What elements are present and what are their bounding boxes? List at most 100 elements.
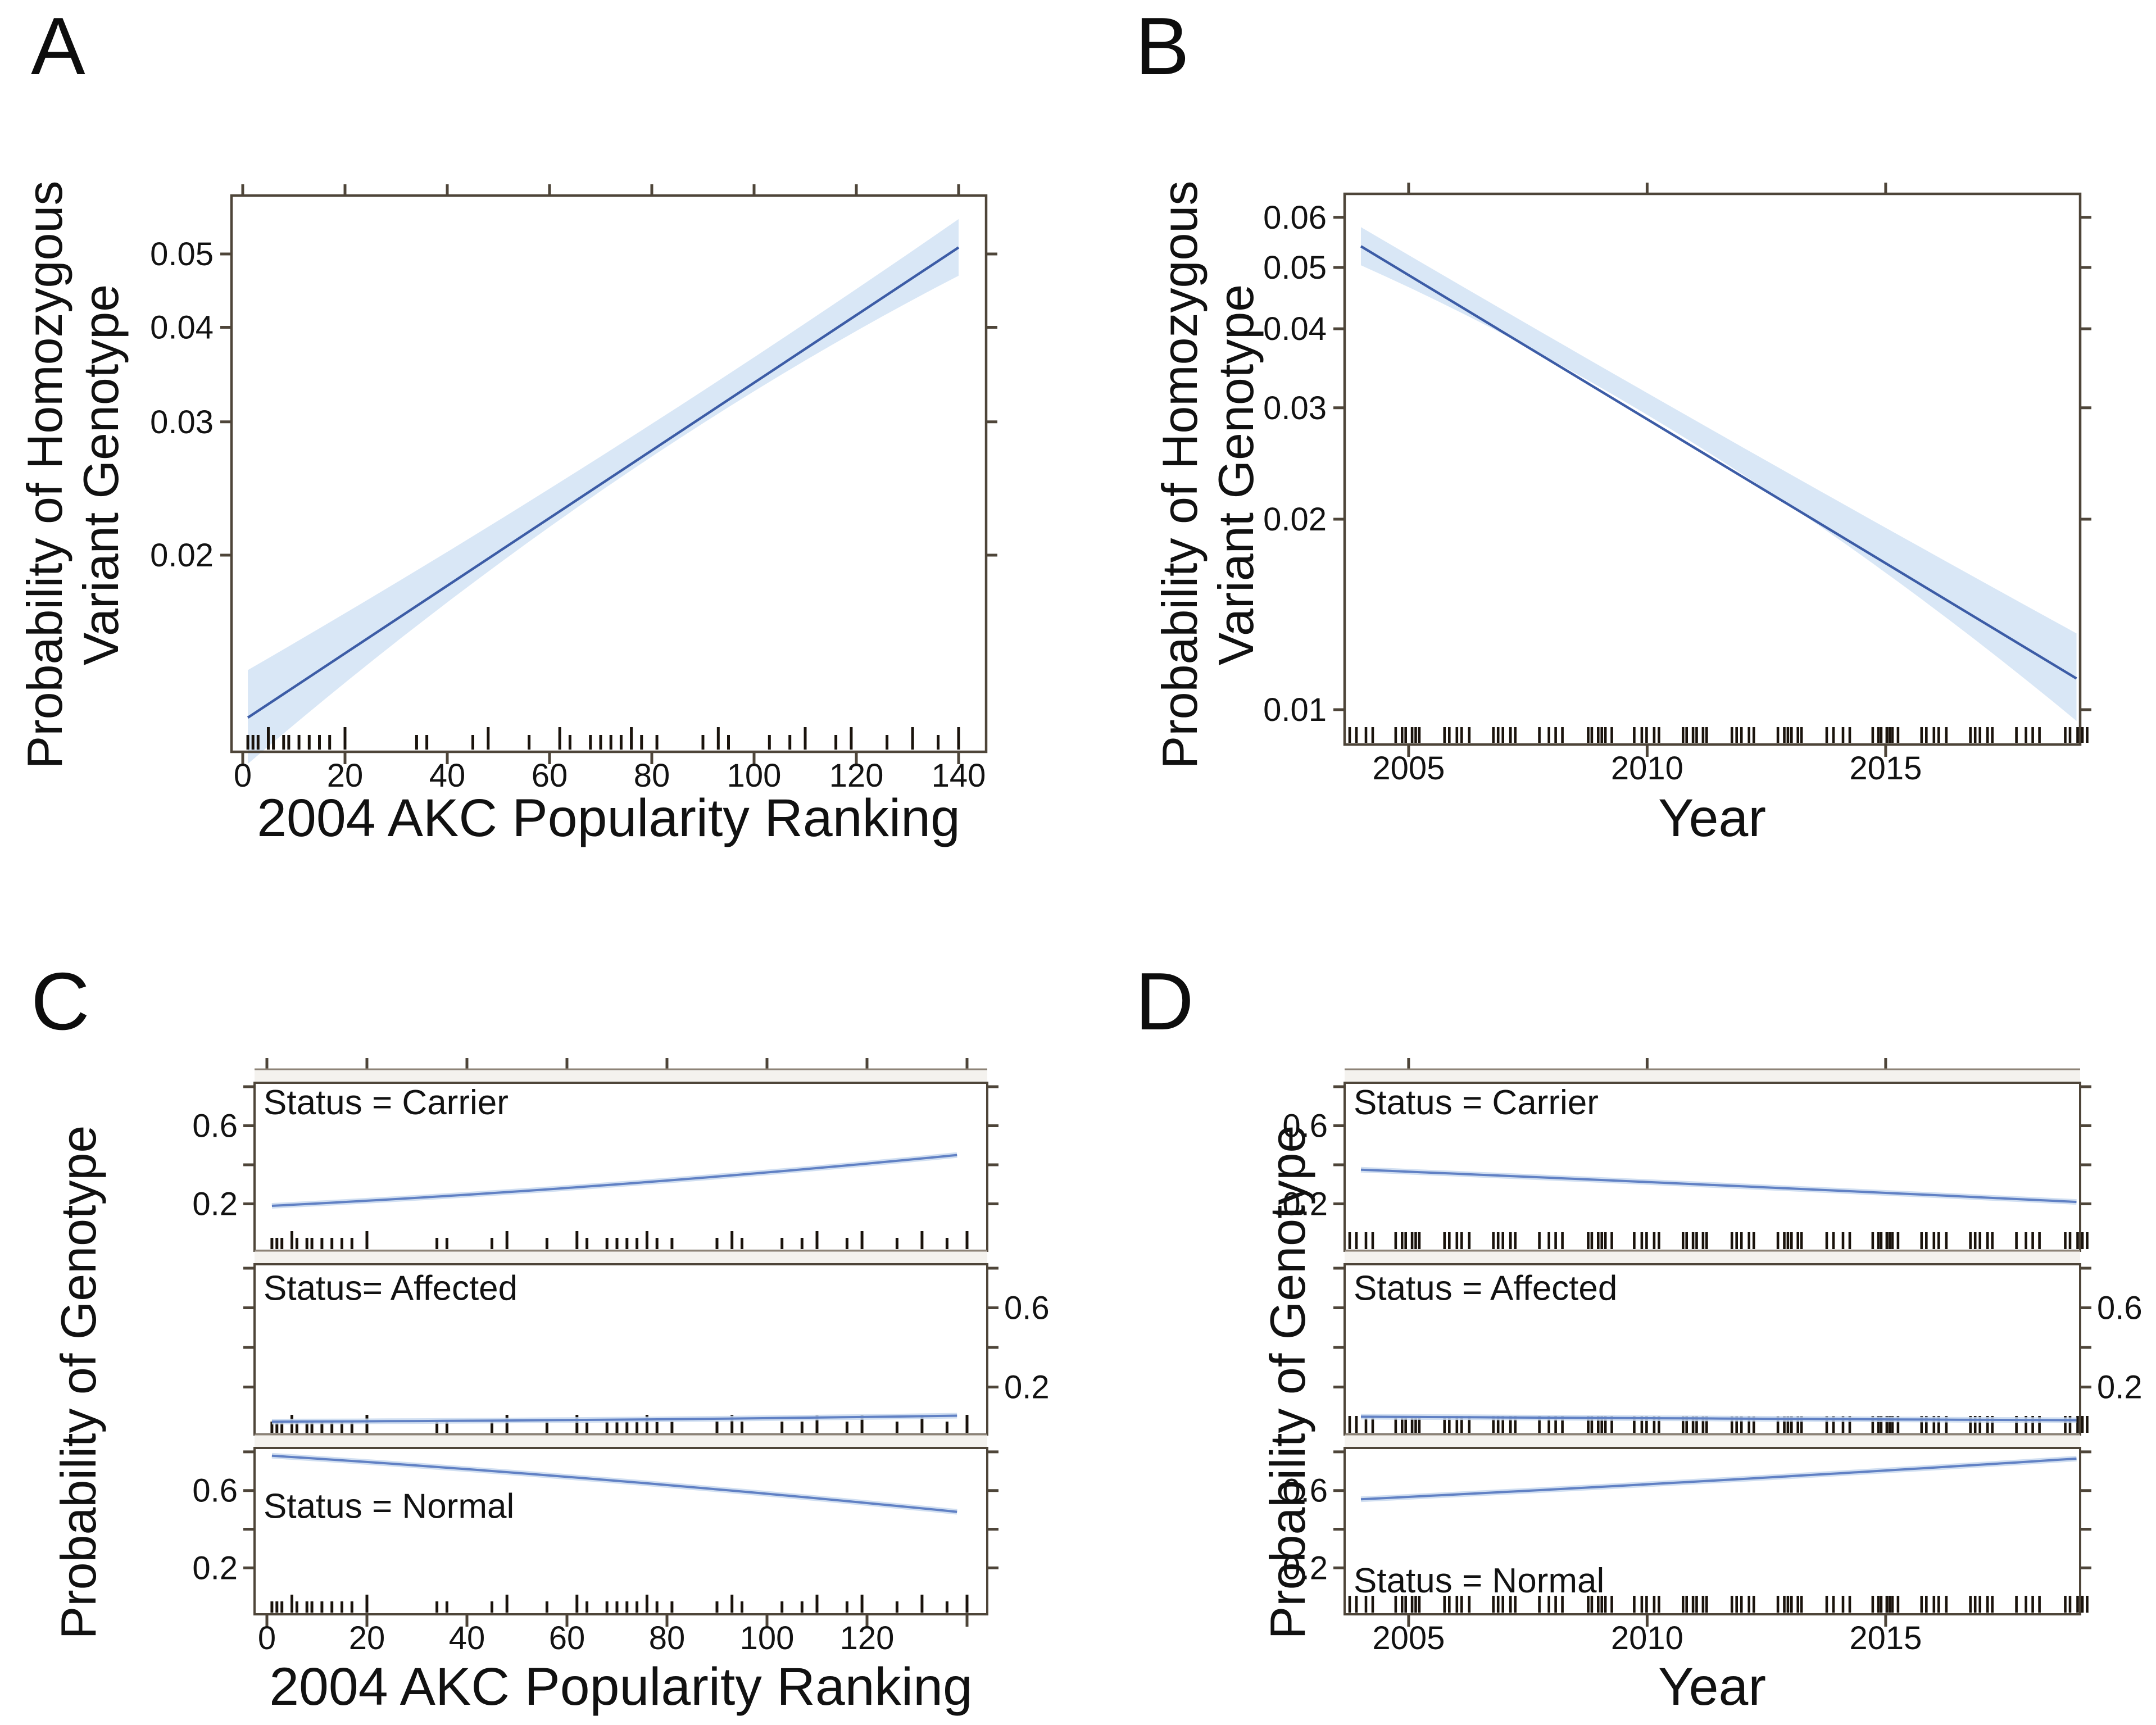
rug-mark: [505, 1415, 509, 1433]
rug-mark: [2031, 1416, 2034, 1433]
facet-label: Status = Carrier: [264, 1083, 509, 1122]
rug-mark: [1455, 1596, 1459, 1613]
rug-mark: [1633, 1416, 1636, 1433]
rug-mark: [2015, 1232, 2018, 1249]
rug-mark: [1885, 727, 1889, 743]
rug-mark: [1682, 727, 1685, 743]
rug-mark: [1986, 727, 1989, 743]
rug-mark: [645, 1231, 648, 1249]
rug-mark: [1509, 1596, 1512, 1613]
rug-mark: [800, 1422, 804, 1433]
rug-mark: [945, 1238, 948, 1249]
rug-mark: [1986, 1416, 1989, 1433]
rug-mark: [1401, 1416, 1404, 1433]
facet-label: Status = Normal: [1354, 1561, 1604, 1600]
rug: [1348, 1416, 2089, 1433]
rug-mark: [1604, 1416, 1607, 1433]
x-axis-title-c: 2004 AKC Popularity Ranking: [269, 1657, 973, 1717]
x-axis-title-b: Year: [1658, 788, 1766, 848]
rug-mark: [1871, 1596, 1874, 1613]
fit-line: [1360, 1457, 2077, 1501]
rug-mark: [1735, 727, 1738, 743]
rug-mark: [1891, 1232, 1894, 1249]
rug-mark: [1653, 1416, 1656, 1433]
rug-mark: [715, 1422, 719, 1433]
y-axis-title-c-line1: Probability of Genotype: [51, 1125, 106, 1640]
rug-mark: [701, 735, 705, 750]
rug-mark: [272, 735, 275, 750]
rug-mark: [1401, 727, 1404, 743]
rug-mark: [2025, 1416, 2027, 1433]
rug-mark: [1610, 1596, 1613, 1613]
rug-mark: [1920, 1232, 1923, 1249]
rug-mark: [1561, 1416, 1564, 1433]
rug-mark: [1414, 727, 1417, 743]
rug-mark: [2081, 727, 2084, 743]
rug-mark: [800, 1238, 804, 1249]
rug-mark: [1547, 1416, 1550, 1433]
rug-mark: [1885, 1596, 1889, 1613]
rug-mark: [1404, 1416, 1407, 1433]
rug-mark: [1410, 1232, 1414, 1249]
rug-mark: [1776, 1416, 1780, 1433]
rug-mark: [1991, 727, 1994, 743]
tick-label: 0.05: [1263, 249, 1327, 286]
rug-mark: [1410, 1596, 1414, 1613]
rug-mark: [1496, 727, 1500, 743]
rug-mark: [2025, 727, 2027, 743]
rug-mark: [945, 1601, 948, 1613]
rug-mark: [1730, 1596, 1733, 1613]
rug-mark: [575, 1595, 579, 1613]
x-axis-title-a: 2004 AKC Popularity Ranking: [257, 788, 960, 848]
tick-label: 0.2: [1282, 1186, 1328, 1223]
rug-mark: [2064, 1416, 2067, 1433]
rug-mark: [1691, 1416, 1695, 1433]
tick-label: 0.2: [1282, 1550, 1328, 1586]
rug-mark: [310, 1601, 314, 1613]
rug-mark: [655, 1601, 659, 1613]
tick-label: 20: [349, 1620, 385, 1656]
rug-mark: [1925, 727, 1928, 743]
rug-mark: [1871, 727, 1874, 743]
rug-mark: [1896, 1416, 1900, 1433]
rug-mark: [1748, 1232, 1750, 1249]
rug-mark: [1682, 1416, 1685, 1433]
rug-mark: [1348, 727, 1351, 743]
tick-label: 0.05: [150, 236, 214, 273]
rug-mark: [310, 1422, 314, 1433]
rug-mark: [2076, 727, 2079, 743]
rug-mark: [1448, 727, 1451, 743]
fit-line: [1360, 1415, 2077, 1422]
rug-mark: [425, 735, 429, 750]
facet-3: 0.6 0.2 Status = Normal: [1282, 1433, 2091, 1615]
rug-mark: [1848, 1232, 1851, 1249]
rug-mark: [1658, 727, 1660, 743]
rug-mark: [1590, 1232, 1594, 1249]
rug-mark: [1492, 1416, 1495, 1433]
rug-mark: [1825, 1232, 1828, 1249]
rug-mark: [1448, 1596, 1451, 1613]
rug-mark: [1645, 727, 1648, 743]
rug-mark: [886, 735, 889, 750]
rug-mark: [1348, 1416, 1351, 1433]
facet-strip: [1345, 1435, 2080, 1448]
rug-mark: [1880, 1416, 1883, 1433]
rug-mark: [1841, 1596, 1845, 1613]
rug-mark: [1600, 1596, 1603, 1613]
tick-label: 40: [429, 757, 466, 794]
rug-mark: [1790, 1416, 1793, 1433]
rug-mark: [1460, 1232, 1463, 1249]
rug-mark: [2038, 1232, 2041, 1249]
rug-mark: [575, 1231, 579, 1249]
axes: 0 20 40 60 80 100 120 140 0.05 0.04 0.03 0.02: [150, 184, 997, 794]
rug-mark: [256, 735, 260, 750]
rug-mark: [670, 1238, 674, 1249]
rug-mark: [1825, 1596, 1828, 1613]
rug-mark: [1925, 1596, 1928, 1613]
rug-mark: [1394, 1596, 1397, 1613]
facet-strip: [255, 1069, 987, 1083]
rug-mark: [1414, 1232, 1417, 1249]
rug-mark: [2015, 1416, 2018, 1433]
rug-mark: [1610, 1232, 1613, 1249]
rug-mark: [1937, 1232, 1940, 1249]
